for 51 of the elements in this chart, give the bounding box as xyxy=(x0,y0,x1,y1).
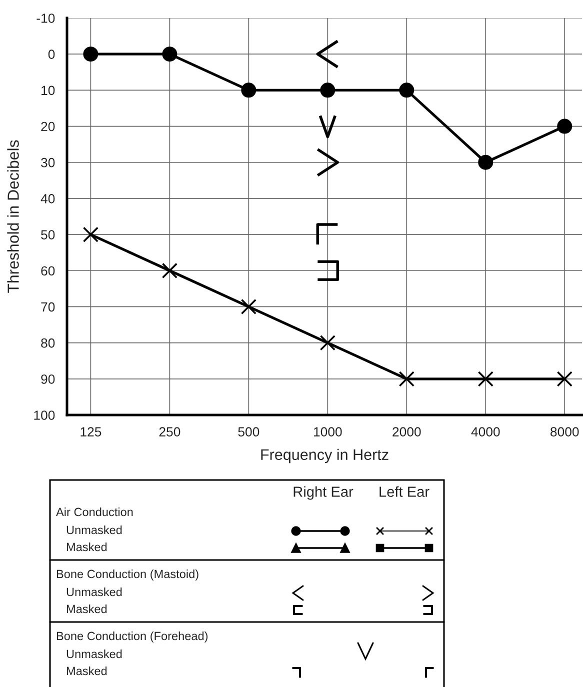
text: Unmasked xyxy=(66,587,122,596)
point xyxy=(478,371,494,387)
point xyxy=(316,260,340,282)
x-tick-label: 125 xyxy=(80,427,102,436)
text: Bone Conduction (Mastoid) xyxy=(56,569,198,580)
point xyxy=(398,371,414,387)
y-tick-label: 80 xyxy=(41,338,55,348)
x-axis-title: Frequency in Hertz xyxy=(261,448,388,464)
point xyxy=(316,40,340,68)
x-tick-label: 4000 xyxy=(471,427,500,436)
point xyxy=(399,82,414,98)
point xyxy=(162,262,178,278)
text: Unmasked xyxy=(66,525,122,534)
point xyxy=(478,154,494,170)
y-tick-label: 10 xyxy=(42,86,55,96)
point xyxy=(316,148,340,177)
y-tick-label: 90 xyxy=(41,374,55,384)
point xyxy=(83,46,98,62)
y-tick-label: 40 xyxy=(40,194,55,204)
point xyxy=(82,226,99,242)
y-tick-label: -10 xyxy=(36,14,55,23)
point xyxy=(162,46,178,62)
y-tick-label: 70 xyxy=(41,302,55,312)
point xyxy=(318,114,337,138)
y-tick-label: 100 xyxy=(34,410,55,420)
y-tick-label: 0 xyxy=(48,50,55,59)
text: Masked xyxy=(66,604,107,614)
point xyxy=(320,334,336,351)
text: Unmasked xyxy=(66,649,122,658)
x-tick-label: 2000 xyxy=(392,427,421,436)
text: Masked xyxy=(66,542,107,552)
x-tick-label: 1000 xyxy=(314,427,342,436)
text: Right Ear xyxy=(294,486,354,500)
point xyxy=(241,82,256,98)
y-tick-label: 50 xyxy=(41,230,55,240)
text: Left Ear xyxy=(380,486,430,497)
y-axis-title: Threshold in Decibels xyxy=(7,140,19,293)
y-tick-label: 60 xyxy=(41,266,55,276)
point xyxy=(316,223,340,246)
x-tick-label: 500 xyxy=(238,427,260,436)
text: Air Conduction xyxy=(56,507,133,516)
text: Bone Conduction (Forehead) xyxy=(56,631,208,642)
point xyxy=(557,118,572,134)
point xyxy=(240,298,257,315)
point xyxy=(320,82,336,98)
y-tick-label: 20 xyxy=(41,122,55,132)
text: Masked xyxy=(66,666,107,676)
y-tick-label: 30 xyxy=(41,158,55,168)
x-tick-label: 250 xyxy=(159,427,180,436)
point xyxy=(556,371,572,387)
x-tick-label: 8000 xyxy=(550,427,579,436)
